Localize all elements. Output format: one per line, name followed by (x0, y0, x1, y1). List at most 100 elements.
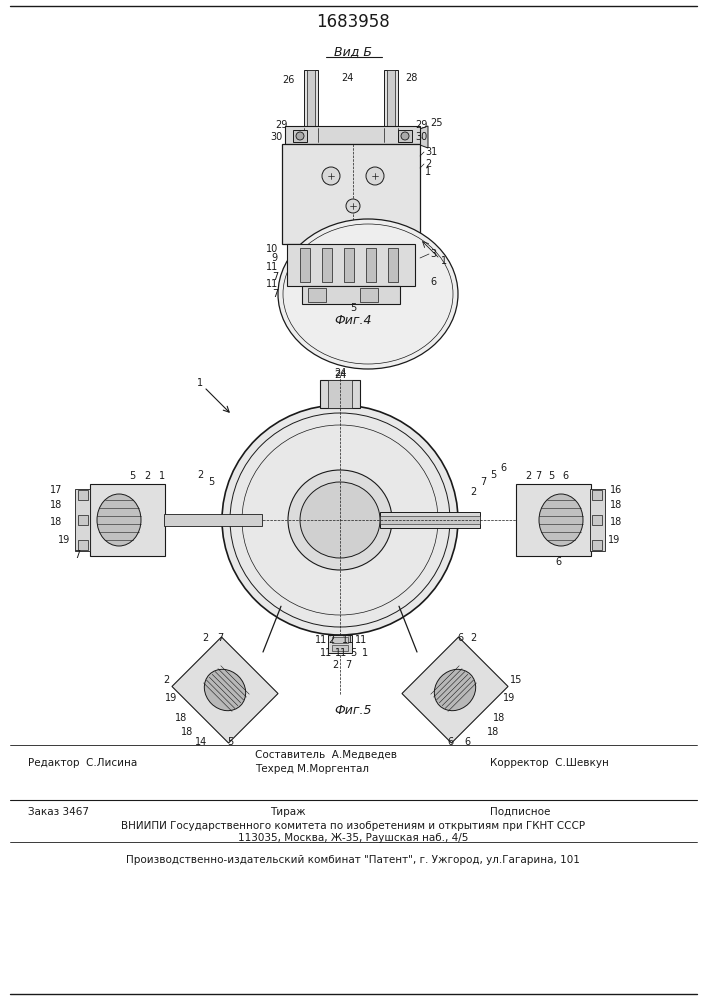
Text: 113035, Москва, Ж-35, Раушская наб., 4/5: 113035, Москва, Ж-35, Раушская наб., 4/5 (238, 833, 468, 843)
Bar (590, 489, 605, 551)
Text: 6: 6 (447, 737, 453, 747)
Text: 11: 11 (266, 262, 278, 272)
Text: 17: 17 (49, 485, 62, 495)
Text: 1: 1 (159, 471, 165, 481)
Text: 2: 2 (202, 633, 208, 643)
Text: 5: 5 (208, 477, 214, 487)
Text: 7: 7 (535, 471, 541, 481)
Text: 6: 6 (430, 277, 436, 287)
Text: 31: 31 (425, 147, 437, 157)
Bar (75, 489, 90, 551)
Text: 6: 6 (500, 463, 506, 473)
Polygon shape (412, 126, 428, 148)
Bar (332, 645, 348, 651)
Text: 24: 24 (334, 370, 346, 380)
Text: 18: 18 (49, 517, 62, 527)
Bar (320, 380, 360, 408)
Circle shape (366, 167, 384, 185)
Text: 1: 1 (197, 378, 203, 388)
Text: 11: 11 (320, 648, 332, 658)
Bar (387, 70, 395, 132)
Text: 6: 6 (562, 471, 568, 481)
Circle shape (296, 132, 304, 140)
Text: 5: 5 (129, 471, 135, 481)
Bar (328, 635, 352, 653)
Text: 29: 29 (415, 120, 427, 130)
Text: 18: 18 (181, 727, 193, 737)
Text: 6: 6 (457, 633, 463, 643)
Text: Подписное: Подписное (490, 807, 550, 817)
Bar (592, 490, 602, 500)
Text: 2: 2 (328, 635, 334, 645)
Text: 2: 2 (470, 487, 477, 497)
Text: Тираж: Тираж (270, 807, 305, 817)
Bar (360, 288, 378, 302)
Text: 24: 24 (334, 368, 346, 378)
Bar (380, 512, 480, 528)
Text: ВНИИПИ Государственного комитета по изобретениям и открытиям при ГКНТ СССР: ВНИИПИ Государственного комитета по изоб… (121, 821, 585, 831)
Text: 19: 19 (503, 693, 515, 703)
Text: 18: 18 (493, 713, 506, 723)
Text: 14: 14 (194, 737, 207, 747)
Text: 7: 7 (271, 289, 278, 299)
Bar (366, 248, 376, 282)
Ellipse shape (222, 405, 458, 635)
Text: Фиг.4: Фиг.4 (334, 314, 372, 328)
Text: 28: 28 (405, 73, 417, 83)
Text: 2: 2 (332, 660, 338, 670)
Text: Вид Б: Вид Б (334, 45, 372, 58)
Text: 1: 1 (425, 167, 431, 177)
Ellipse shape (204, 669, 245, 711)
Polygon shape (172, 637, 278, 743)
Text: 7: 7 (480, 477, 486, 487)
Text: 2: 2 (198, 470, 204, 480)
Text: 2: 2 (525, 471, 531, 481)
Text: 11: 11 (342, 635, 354, 645)
Ellipse shape (539, 494, 583, 546)
Bar (332, 637, 348, 643)
Text: 15: 15 (510, 675, 522, 685)
Text: 1683958: 1683958 (316, 13, 390, 31)
Text: Редактор  С.Лисина: Редактор С.Лисина (28, 758, 137, 768)
Bar (344, 248, 354, 282)
Ellipse shape (97, 494, 141, 546)
Text: 2: 2 (164, 675, 170, 685)
Text: 18: 18 (487, 727, 499, 737)
Text: 16: 16 (610, 485, 622, 495)
Bar (384, 70, 398, 132)
Bar (398, 130, 412, 142)
Text: 5: 5 (548, 471, 554, 481)
Circle shape (346, 199, 360, 213)
Text: 29: 29 (276, 120, 288, 130)
Bar (516, 484, 591, 556)
Text: 30: 30 (271, 132, 283, 142)
Text: 18: 18 (610, 500, 622, 510)
Text: 3: 3 (430, 249, 436, 259)
Text: 2: 2 (144, 471, 150, 481)
Ellipse shape (288, 470, 392, 570)
Text: Производственно-издательский комбинат "Патент", г. Ужгород, ул.Гагарина, 101: Производственно-издательский комбинат "П… (126, 855, 580, 865)
Text: Техред М.Моргентал: Техред М.Моргентал (255, 764, 369, 774)
Text: Заказ 3467: Заказ 3467 (28, 807, 89, 817)
Bar (282, 144, 420, 244)
Bar (380, 516, 480, 524)
Text: 6: 6 (555, 557, 561, 567)
Bar (302, 286, 400, 304)
Bar (592, 540, 602, 550)
Text: 18: 18 (610, 517, 622, 527)
Text: 1: 1 (362, 648, 368, 658)
Text: 11: 11 (315, 635, 327, 645)
Circle shape (401, 132, 409, 140)
Bar (308, 288, 326, 302)
Polygon shape (402, 637, 508, 743)
Text: 24: 24 (341, 73, 354, 83)
Text: 25: 25 (430, 118, 443, 128)
Text: 5: 5 (350, 303, 356, 313)
Text: 2: 2 (425, 159, 431, 169)
Ellipse shape (434, 669, 476, 711)
Text: 6: 6 (464, 737, 470, 747)
Text: 5: 5 (490, 470, 496, 480)
Text: 19: 19 (165, 693, 177, 703)
Text: 30: 30 (415, 132, 427, 142)
Bar (300, 248, 310, 282)
